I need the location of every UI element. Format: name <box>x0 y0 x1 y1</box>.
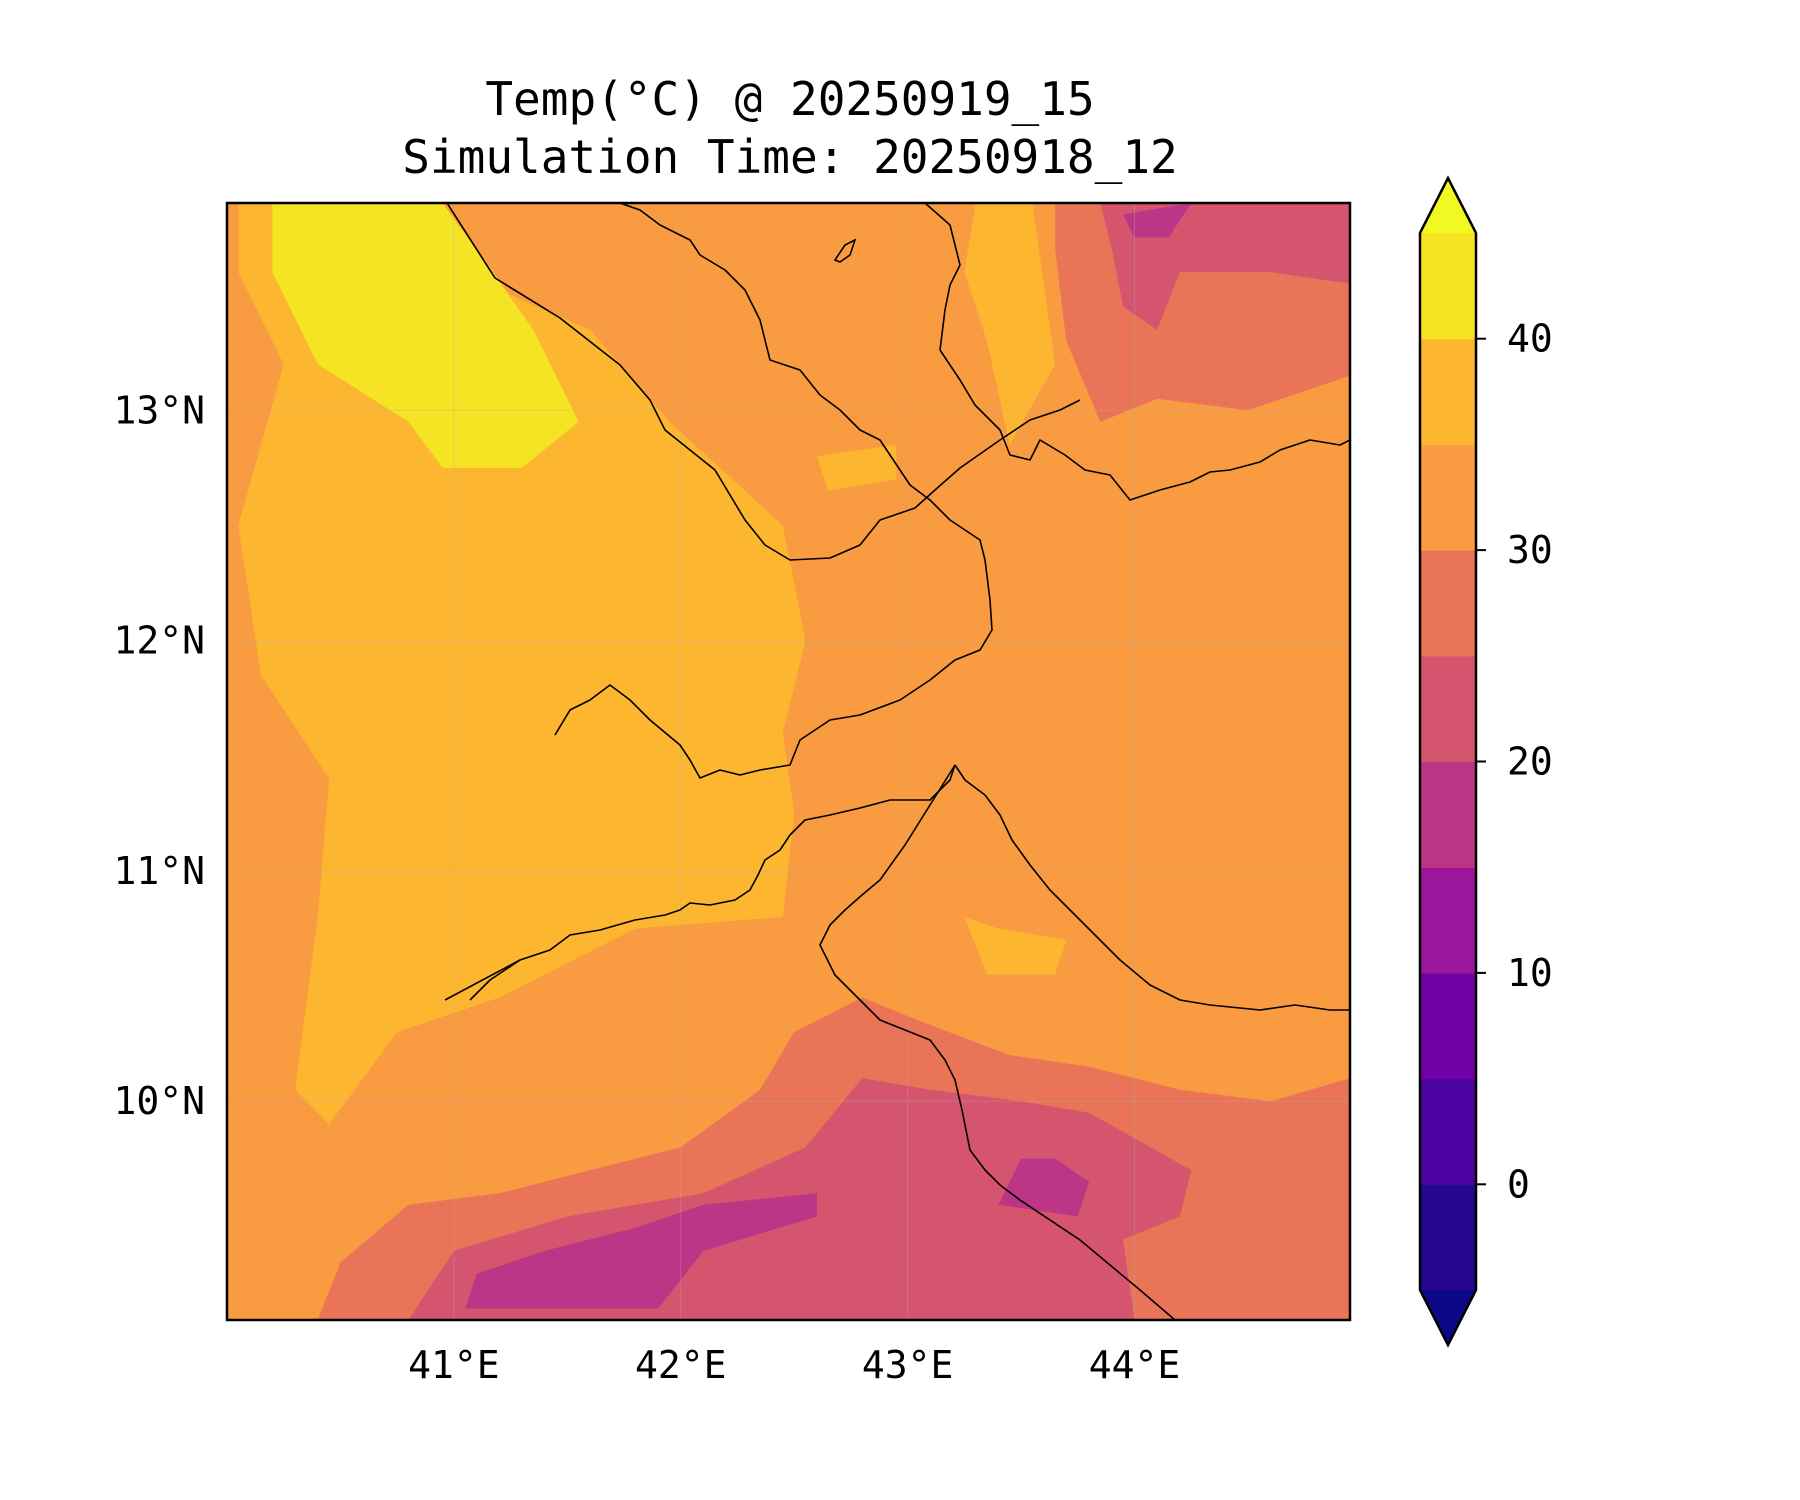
colorbar-outline <box>1418 175 1478 1348</box>
x-axis-ticks: 41°E 42°E 43°E 44°E <box>408 1343 1180 1387</box>
colorbar-segment-5 <box>1420 655 1476 763</box>
title-line-1: Temp(°C) @ 20250919_15 <box>485 72 1095 126</box>
coastlines-and-borders <box>444 203 1350 1320</box>
temperature-band-5 <box>964 917 1067 975</box>
coastline-segment-5 <box>819 764 1176 1320</box>
temperature-band-1 <box>238 203 806 1125</box>
colorbar-segment-0 <box>1420 1184 1476 1291</box>
colorbar: 0 10 20 30 40 <box>1418 175 1553 1348</box>
y-tick-label-0: 13°N <box>113 388 205 432</box>
coastline-segment-1 <box>554 203 993 779</box>
colorbar-segment-9 <box>1420 233 1476 340</box>
y-axis-ticks: 13°N 12°N 11°N 10°N <box>113 388 205 1123</box>
x-tick-label-1: 42°E <box>635 1343 727 1387</box>
colorbar-tick-label-1: 10 <box>1507 951 1553 995</box>
colorbar-tick-label-2: 20 <box>1507 740 1553 784</box>
colorbar-tick-label-3: 30 <box>1507 528 1553 572</box>
x-tick-label-0: 41°E <box>408 1343 500 1387</box>
coastline-segment-6 <box>444 959 521 1001</box>
y-tick-label-3: 10°N <box>113 1079 205 1123</box>
coastline-segment-2 <box>924 203 1350 501</box>
colorbar-segment-4 <box>1420 761 1476 868</box>
map-title: Temp(°C) @ 20250919_15 Simulation Time: … <box>0 70 1580 186</box>
temperature-band-3 <box>964 203 1056 445</box>
map-panel <box>227 203 1350 1320</box>
y-tick-label-2: 11°N <box>113 849 205 893</box>
colorbar-over-arrow <box>1420 178 1476 233</box>
colorbar-segment-1 <box>1420 1078 1476 1185</box>
coastline-segment-0 <box>446 203 1081 561</box>
temperature-band-8 <box>1123 203 1192 238</box>
colorbar-segment-6 <box>1420 550 1476 657</box>
x-tick-label-2: 43°E <box>862 1343 954 1387</box>
temperature-band-12 <box>998 1158 1090 1217</box>
colorbar-segment-7 <box>1420 444 1476 551</box>
temperature-band-2 <box>272 203 579 468</box>
coastline-segment-3 <box>469 764 956 1001</box>
colorbar-segment-2 <box>1420 972 1476 1080</box>
temperature-band-4 <box>816 444 897 491</box>
colorbar-under-arrow <box>1420 1290 1476 1345</box>
x-tick-label-3: 44°E <box>1089 1343 1181 1387</box>
y-tick-label-1: 12°N <box>113 619 205 663</box>
island-outline <box>833 238 857 263</box>
map-frame <box>225 201 1352 1322</box>
coastline-segment-4 <box>954 764 1350 1011</box>
colorbar-tick-label-4: 40 <box>1507 317 1553 361</box>
colorbar-segment-3 <box>1420 867 1476 974</box>
colorbar-segment-8 <box>1420 338 1476 445</box>
colorbar-tick-label-0: 0 <box>1507 1162 1530 1206</box>
temperature-field <box>227 203 1350 1320</box>
temperature-band-11 <box>465 1193 817 1309</box>
grid-lines <box>227 203 1350 1320</box>
title-line-2: Simulation Time: 20250918_12 <box>402 130 1178 184</box>
